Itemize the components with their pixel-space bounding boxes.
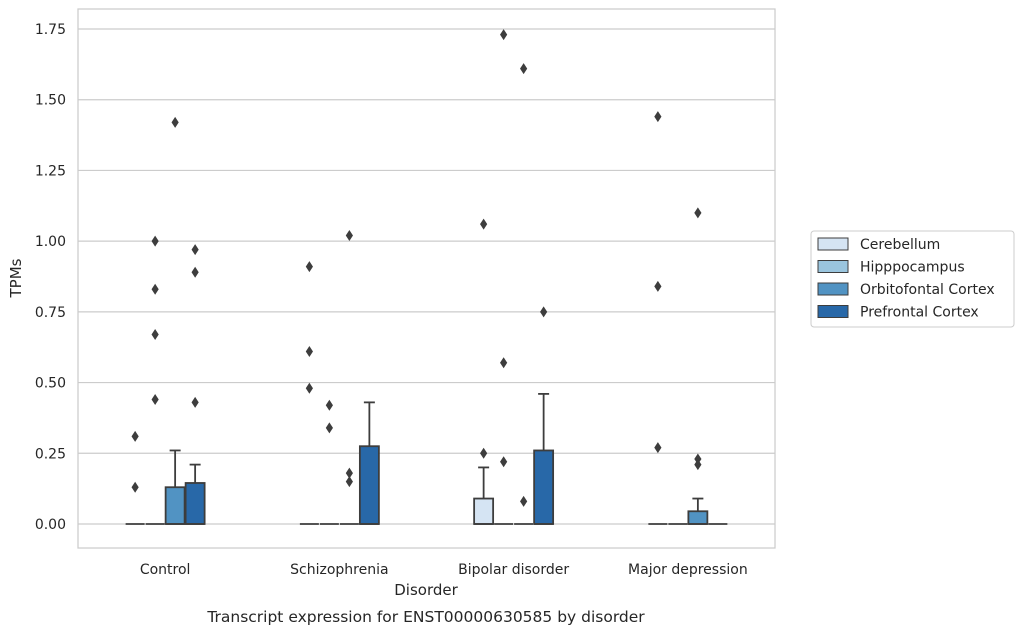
legend-label: Orbitofontal Cortex — [860, 282, 995, 298]
legend-label: Prefrontal Cortex — [860, 305, 979, 321]
outlier-point — [520, 63, 528, 75]
y-tick-label: 0.75 — [35, 305, 66, 321]
outlier-point — [520, 495, 528, 507]
legend-label: Hipppocampus — [860, 260, 965, 276]
outlier-point — [131, 481, 139, 493]
box — [358, 401, 380, 525]
box-body — [164, 486, 186, 525]
y-tick-labels: 0.00 0.25 0.50 0.75 1.00 1.25 1.50 1.75 — [35, 22, 66, 533]
box — [514, 63, 534, 525]
box — [494, 29, 514, 525]
outlier-point — [500, 456, 508, 468]
y-tick-label: 1.50 — [35, 93, 66, 109]
outlier-point — [654, 442, 662, 454]
outlier-point — [654, 111, 662, 123]
box — [319, 399, 339, 525]
legend-label: Cerebellum — [860, 237, 940, 253]
boxes — [125, 29, 728, 525]
y-tick-label: 0.50 — [35, 376, 66, 392]
box — [473, 218, 495, 525]
outlier-point — [305, 382, 313, 394]
outlier-point — [500, 29, 508, 41]
outlier-point — [694, 453, 702, 465]
plot-frame — [77, 8, 776, 549]
plot-area — [78, 9, 775, 548]
legend-swatch — [817, 260, 849, 273]
outlier-point — [345, 476, 353, 488]
outlier-point — [171, 116, 179, 128]
legend-swatch — [817, 282, 849, 296]
outlier-point — [694, 459, 702, 471]
box — [299, 261, 319, 525]
outlier-point — [694, 207, 702, 219]
legend-swatch — [817, 305, 849, 318]
y-axis-label: TPMs — [7, 258, 25, 298]
box — [164, 116, 186, 525]
box — [125, 430, 145, 525]
outlier-point — [480, 447, 488, 459]
box-body — [184, 482, 206, 525]
x-axis-label: Disorder — [394, 581, 458, 599]
chart-caption: Transcript expression for ENST0000063058… — [206, 608, 645, 626]
box-body — [687, 510, 709, 525]
box-body — [473, 497, 495, 525]
outlier-point — [131, 430, 139, 442]
outlier-point — [305, 345, 313, 357]
x-tick-label: Control — [140, 562, 191, 578]
box — [145, 235, 165, 525]
outlier-point — [480, 218, 488, 230]
y-tick-label: 0.00 — [35, 517, 66, 533]
outlier-point — [151, 394, 159, 406]
outlier-point — [325, 399, 333, 411]
legend: Cerebellum Hipppocampus Orbitofontal Corte… — [810, 230, 1015, 328]
x-tick-label: Bipolar disorder — [458, 562, 569, 578]
box-body — [358, 445, 380, 525]
y-tick-label: 1.00 — [35, 234, 66, 250]
outlier-point — [191, 266, 199, 278]
x-tick-label: Major depression — [628, 562, 748, 578]
x-tick-label: Schizophrenia — [290, 562, 388, 578]
outlier-point — [540, 306, 548, 318]
legend-frame — [810, 230, 1015, 328]
box — [184, 244, 206, 525]
x-tick-labels: Control Schizophrenia Bipolar disorder Majo… — [140, 562, 748, 578]
outlier-point — [654, 280, 662, 292]
outlier-point — [345, 467, 353, 479]
outlier-point — [151, 283, 159, 295]
outlier-point — [151, 235, 159, 247]
box-body — [533, 449, 555, 525]
box — [687, 207, 709, 525]
outlier-point — [305, 261, 313, 273]
box — [533, 306, 555, 525]
outlier-point — [191, 396, 199, 408]
box — [648, 111, 668, 525]
outlier-point — [151, 328, 159, 340]
y-tick-label: 1.25 — [35, 163, 66, 179]
legend-swatch — [817, 237, 849, 251]
outlier-point — [191, 244, 199, 256]
y-tick-label: 0.25 — [35, 446, 66, 462]
outlier-point — [325, 422, 333, 434]
gridlines — [78, 28, 775, 525]
outlier-point — [345, 229, 353, 241]
box — [339, 229, 359, 525]
y-tick-label: 1.75 — [35, 22, 66, 38]
outlier-point — [500, 357, 508, 369]
